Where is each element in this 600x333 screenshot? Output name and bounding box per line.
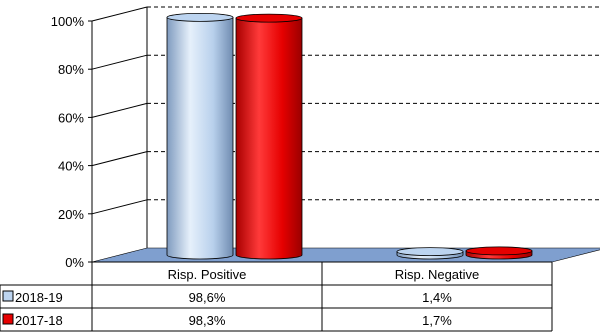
bar-top xyxy=(396,247,464,257)
gridline-depth xyxy=(91,199,148,215)
y-tick-label: 80% xyxy=(58,62,84,77)
data-table: Risp. Positive Risp. Negative 2018-19 98,6%… xyxy=(0,261,553,332)
bar-2018-19-Risp. Positive xyxy=(166,12,234,260)
bar-2018-19-Risp. Negative xyxy=(396,247,464,260)
legend-label: 2018-19 xyxy=(15,290,63,305)
bar-top xyxy=(235,13,303,23)
bars xyxy=(166,12,533,260)
bar-body xyxy=(235,17,303,260)
y-tick-label: 60% xyxy=(58,110,84,125)
data-label: 1,7% xyxy=(422,313,452,328)
gridline-depth xyxy=(91,6,148,22)
gridline-depth xyxy=(91,151,148,167)
gridline-depth xyxy=(91,102,148,118)
legend-swatch xyxy=(2,313,14,325)
bar-2017-18-Risp. Negative xyxy=(465,246,533,260)
bar-top xyxy=(465,246,533,256)
y-tick-label: 20% xyxy=(58,207,84,222)
data-label: 98,6% xyxy=(189,290,226,305)
legend-label: 2017-18 xyxy=(15,313,63,328)
data-label: 1,4% xyxy=(422,290,452,305)
category-label: Risp. Positive xyxy=(168,267,247,282)
y-axis: 0% 20% 40% 60% 80% 100% xyxy=(51,14,93,270)
legend-swatch xyxy=(2,290,14,302)
bar-body xyxy=(166,16,234,260)
y-tick-label: 0% xyxy=(65,255,84,270)
gridline-depth xyxy=(91,54,148,70)
data-label: 98,3% xyxy=(189,313,226,328)
category-label: Risp. Negative xyxy=(395,267,480,282)
bar-2017-18-Risp. Positive xyxy=(235,13,303,260)
bar-top xyxy=(166,12,234,22)
y-tick-label: 40% xyxy=(58,159,84,174)
y-tick-label: 100% xyxy=(51,14,85,29)
